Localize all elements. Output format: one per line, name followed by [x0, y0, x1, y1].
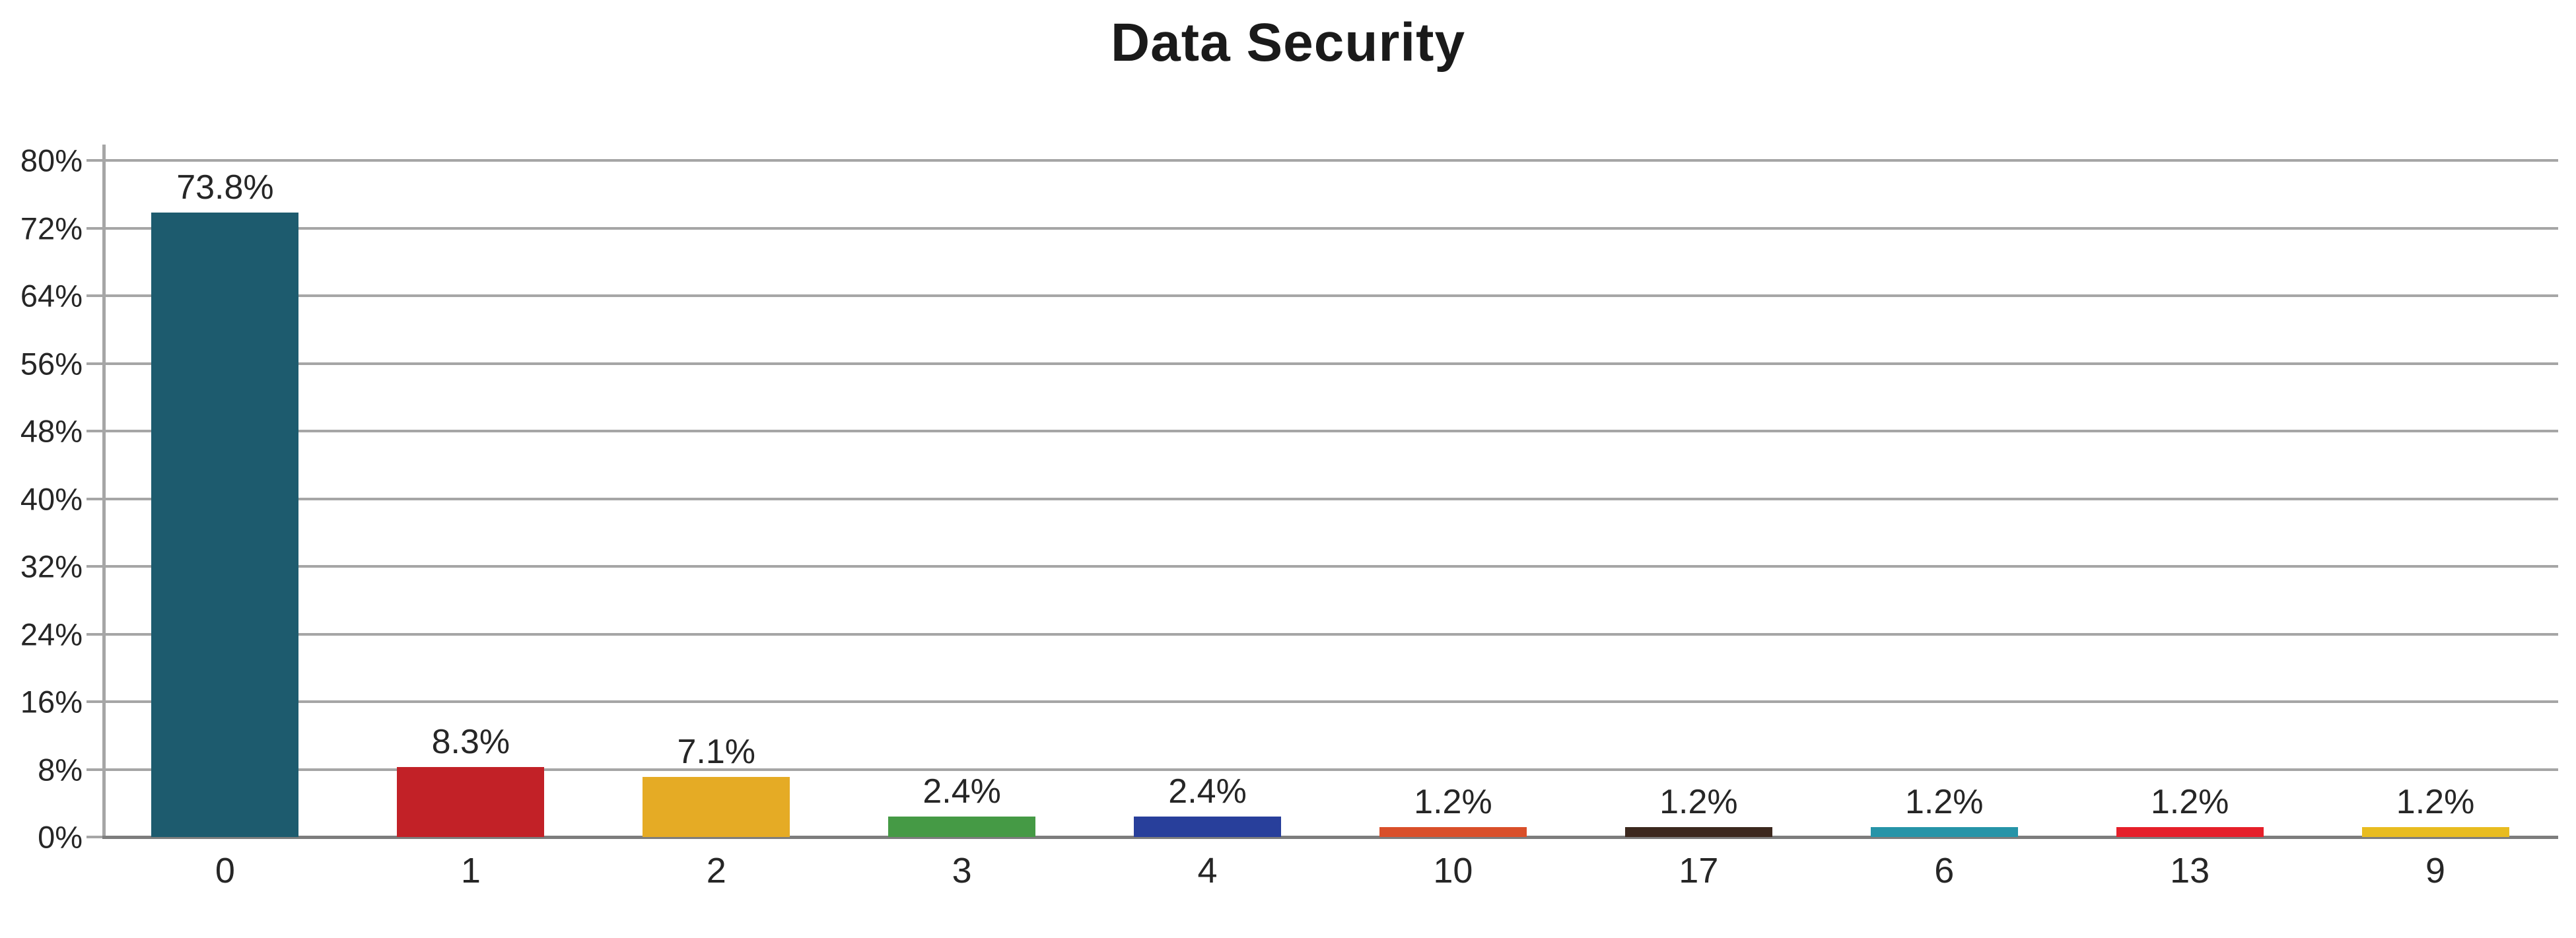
gridline [102, 294, 2558, 297]
x-axis-tick-label: 3 [952, 851, 972, 890]
y-axis-tick-label: 56% [20, 346, 83, 381]
bar [1379, 826, 1527, 837]
x-axis-tick-label: 17 [1679, 851, 1719, 890]
y-axis-tick-mark [87, 565, 102, 568]
y-axis-tick-mark [87, 362, 102, 365]
y-axis-tick-mark [87, 836, 102, 838]
bar-value-label: 1.2% [1659, 782, 1738, 821]
gridline [102, 159, 2558, 162]
bar [2116, 826, 2264, 837]
bar [1624, 826, 1772, 837]
x-axis-tick-label: 13 [2170, 851, 2210, 890]
y-axis-tick-label: 64% [20, 278, 83, 314]
gridline [102, 632, 2558, 636]
y-axis-tick-label: 40% [20, 481, 83, 516]
y-axis-tick-label: 80% [20, 143, 83, 178]
y-axis-tick-mark [87, 430, 102, 432]
y-axis-tick-mark [87, 294, 102, 297]
y-axis-tick-mark [87, 632, 102, 636]
bar [888, 817, 1036, 837]
y-axis-tick-label: 32% [20, 549, 83, 584]
y-axis-tick-label: 16% [20, 684, 83, 720]
bar-value-label: 7.1% [677, 733, 756, 772]
bar-value-label: 1.2% [1414, 782, 1492, 821]
y-axis-tick-mark [87, 226, 102, 230]
bar [397, 766, 545, 837]
y-axis-tick-mark [87, 159, 102, 162]
gridline [102, 768, 2558, 771]
gridline [102, 497, 2558, 500]
y-axis-tick-label: 48% [20, 413, 83, 449]
y-axis-tick-label: 24% [20, 617, 83, 652]
chart-title: Data Security [1110, 13, 1466, 73]
x-axis-tick-label: 6 [1934, 851, 1955, 890]
gridline [102, 362, 2558, 365]
gridline [102, 430, 2558, 432]
x-axis-tick-label: 2 [706, 851, 726, 890]
gridline [102, 565, 2558, 568]
y-axis-tick-mark [87, 700, 102, 703]
bar-value-label: 1.2% [2150, 782, 2229, 821]
gridline [102, 700, 2558, 703]
bar-value-label: 2.4% [922, 772, 1001, 811]
y-axis-tick-mark [87, 768, 102, 771]
y-axis-tick-label: 0% [38, 819, 83, 855]
x-axis-tick-label: 1 [460, 851, 481, 890]
x-axis-tick-label: 0 [215, 851, 235, 890]
bar-value-label: 73.8% [176, 168, 274, 207]
gridline [102, 226, 2558, 230]
x-axis-tick-label: 9 [2425, 851, 2446, 890]
gridline [102, 836, 2558, 839]
bar-value-label: 8.3% [431, 722, 510, 761]
bar [643, 777, 790, 837]
bar-value-label: 1.2% [1904, 782, 1984, 821]
bar [151, 213, 299, 837]
bar [2361, 826, 2509, 837]
x-axis-tick-label: 4 [1197, 851, 1218, 890]
bar [1134, 817, 1282, 837]
bar-value-label: 2.4% [1168, 772, 1247, 811]
bar-value-label: 1.2% [2396, 782, 2475, 821]
bar [1870, 826, 2018, 837]
y-axis-tick-label: 8% [38, 752, 83, 787]
y-axis-line [102, 145, 106, 838]
x-axis-tick-label: 10 [1433, 851, 1473, 890]
plot-area: 0% 8% 16% 24% 32% 40% 48% 56% 64% 72% 80% 73.8% 0 8.3… [20, 145, 2558, 888]
y-axis-tick-label: 72% [20, 211, 83, 246]
y-axis-tick-mark [87, 497, 102, 500]
